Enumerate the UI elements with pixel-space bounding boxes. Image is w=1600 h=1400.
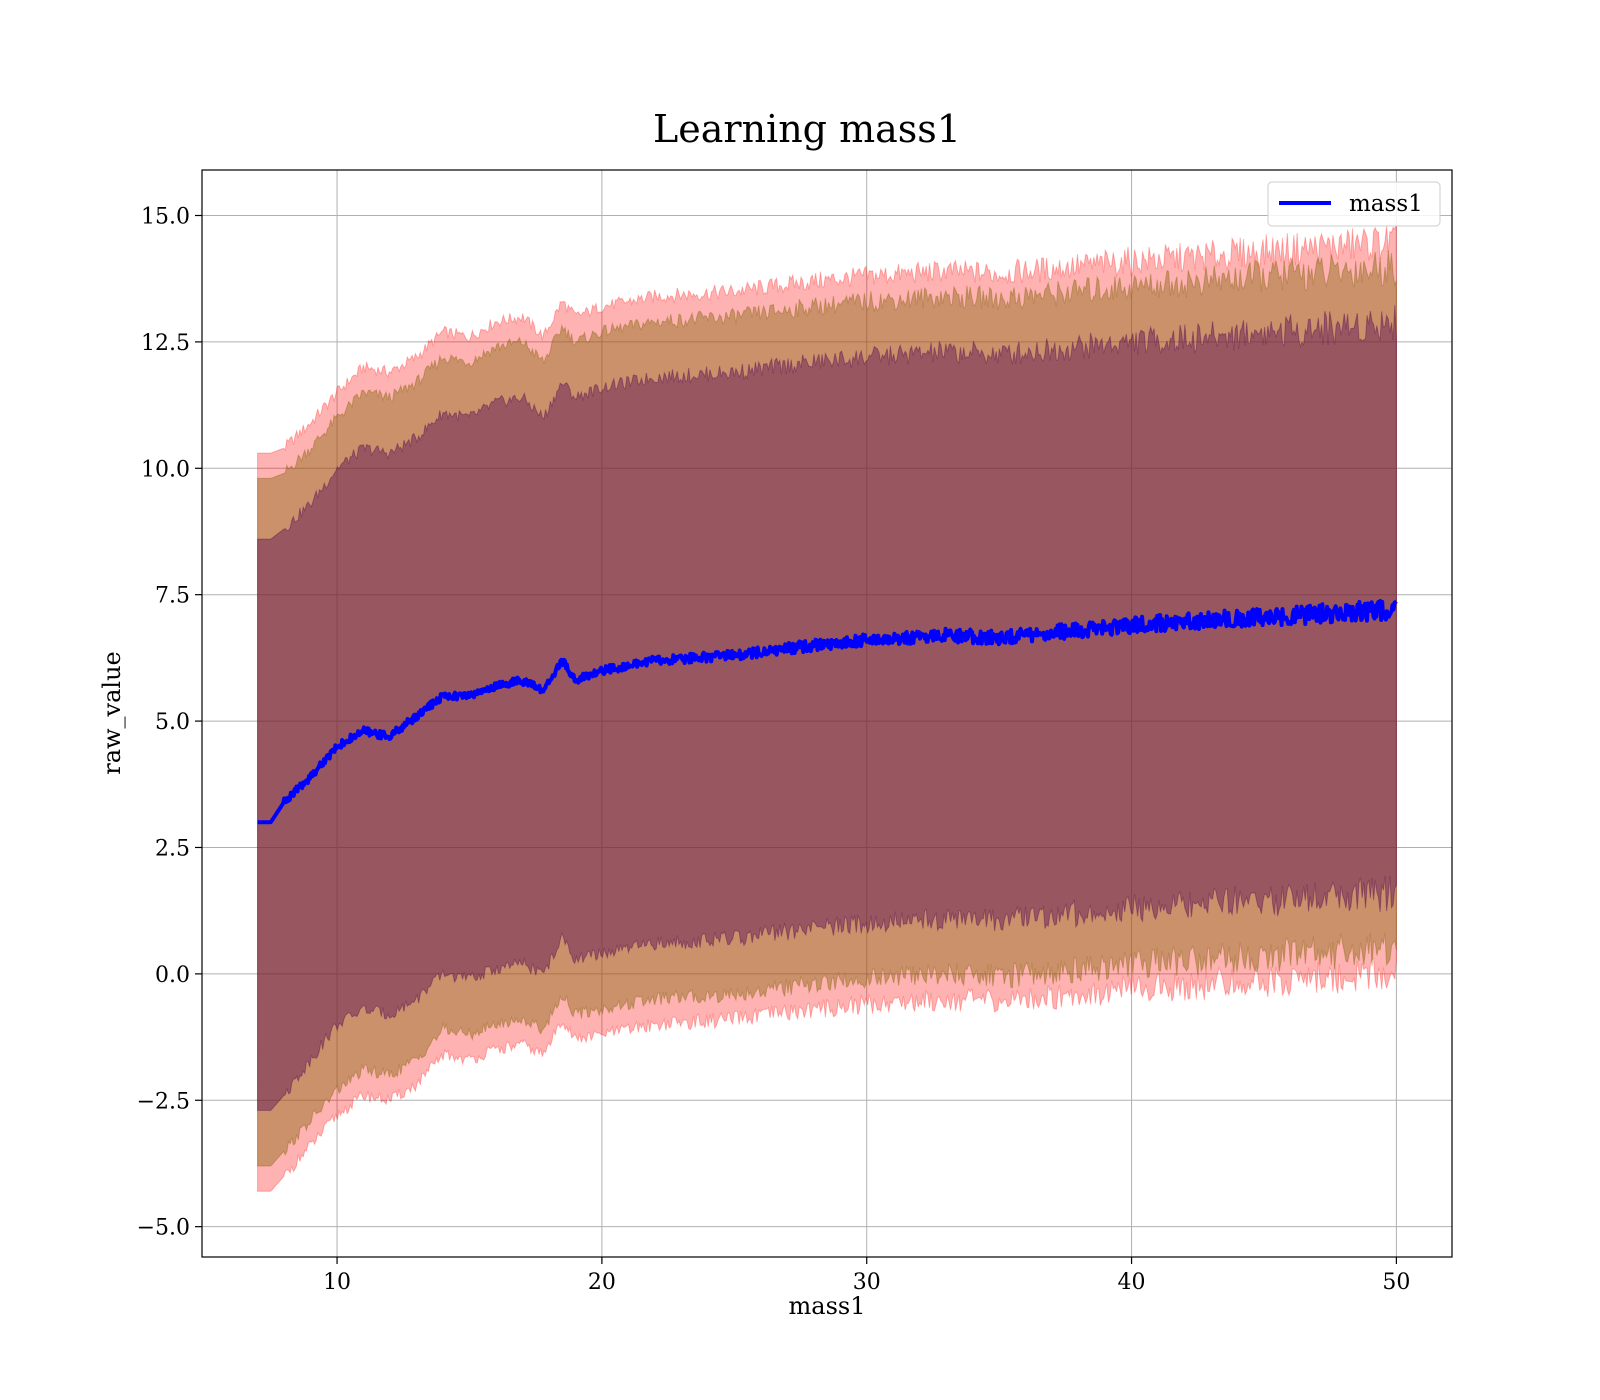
x-tick-label: 40 (1118, 1270, 1146, 1295)
plot-area (201, 169, 1453, 1258)
band-inner (257, 305, 1397, 1111)
y-tick-label: 12.5 (141, 331, 190, 356)
x-tick-label: 10 (323, 1270, 351, 1295)
y-tick-label: 2.5 (155, 836, 190, 861)
legend-label: mass1 (1349, 191, 1423, 217)
chart-title: Learning mass1 (653, 107, 961, 151)
y-tick-label: 7.5 (155, 584, 190, 609)
plot-frame (201, 169, 1453, 1258)
x-tick-label: 20 (588, 1270, 616, 1295)
plot-background (202, 170, 1452, 1257)
y-tick-label: 15.0 (141, 205, 190, 230)
y-tick-label: 5.0 (155, 710, 190, 735)
band-outer (257, 223, 1397, 1192)
x-axis-label: mass1 (789, 1292, 866, 1320)
y-tick-label: −5.0 (137, 1216, 190, 1241)
y-axis: −5.0 −2.5 0.0 2.5 5.0 7.5 10.0 12.5 15.0 (137, 205, 202, 1241)
band-middle (257, 250, 1397, 1167)
x-tick-label: 50 (1382, 1270, 1410, 1295)
x-axis: 10 20 30 40 50 (323, 1257, 1410, 1295)
y-tick-label: 10.0 (141, 457, 190, 482)
series-lines (256, 599, 1398, 825)
y-tick-label: 0.0 (155, 963, 190, 988)
x-tick-label: 30 (853, 1270, 881, 1295)
series-line-mass1 (256, 599, 1398, 825)
y-tick-label: −2.5 (137, 1089, 190, 1114)
legend: mass1 (1267, 181, 1441, 227)
y-axis-label: raw_value (98, 651, 126, 775)
grid-lines (202, 170, 1452, 1257)
legend-box (1267, 181, 1441, 227)
confidence-bands (257, 223, 1397, 1192)
